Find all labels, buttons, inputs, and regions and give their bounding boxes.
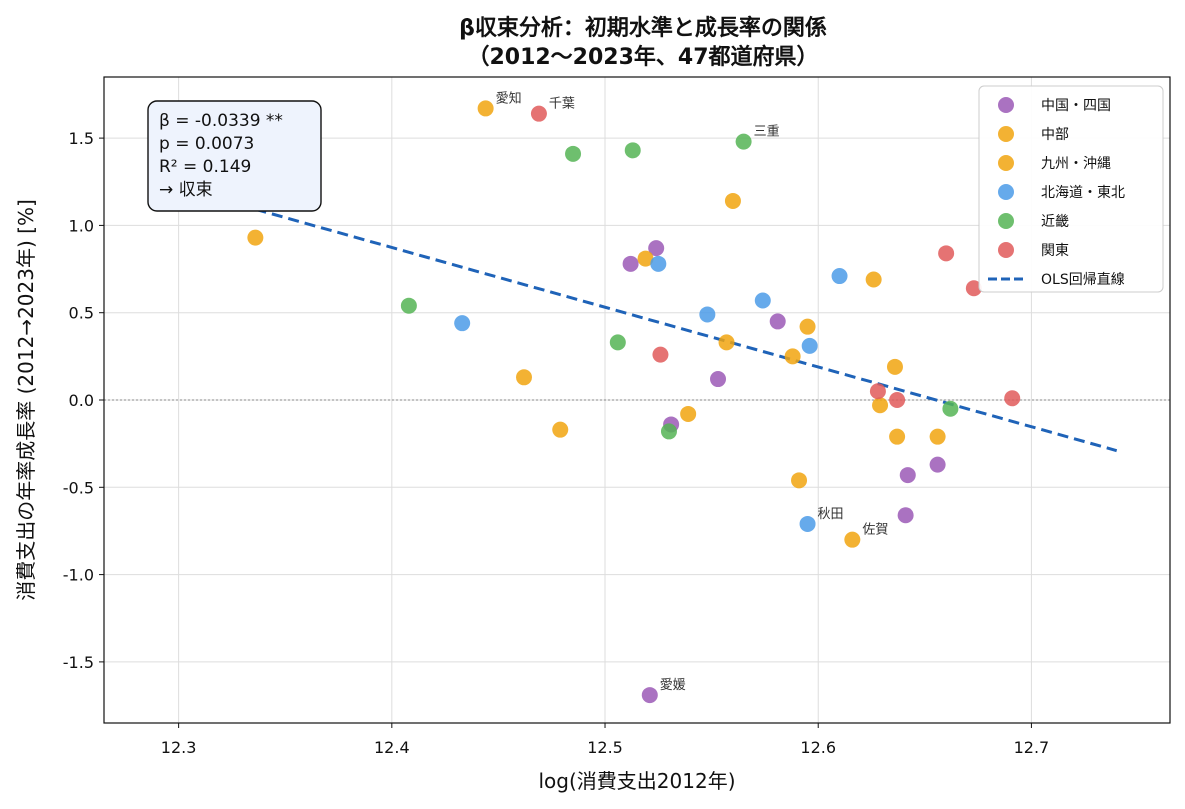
y-tick-label: 1.5 — [69, 129, 94, 148]
points-layer — [247, 100, 1021, 704]
scatter-point — [680, 405, 697, 422]
point-label: 秋田 — [818, 507, 844, 522]
stats-box: β = -0.0339 ** p = 0.0073 R² = 0.149 → 収… — [147, 100, 322, 212]
scatter-point — [799, 318, 816, 335]
y-tick-label: -1.5 — [63, 653, 94, 672]
scatter-point — [869, 383, 886, 400]
scatter-point — [648, 240, 665, 257]
legend-marker — [998, 213, 1014, 229]
x-tick-label: 12.6 — [800, 738, 836, 757]
legend-label: 中部 — [1041, 127, 1069, 143]
scatter-point — [1004, 390, 1021, 407]
y-tick-label: 0.0 — [69, 391, 94, 410]
scatter-point — [735, 133, 752, 150]
scatter-point — [889, 428, 906, 445]
legend-label: 中国・四国 — [1041, 98, 1111, 114]
chart-title-line-2: （2012〜2023年、47都道府県） — [467, 44, 818, 70]
scatter-point — [454, 315, 471, 332]
scatter-point — [609, 334, 626, 351]
scatter-point — [897, 507, 914, 524]
stats-conclusion: → 収束 — [159, 180, 213, 200]
x-tick-label: 12.5 — [587, 738, 623, 757]
scatter-point — [791, 472, 808, 489]
scatter-point — [865, 271, 882, 288]
scatter-point — [477, 100, 494, 117]
scatter-point — [929, 428, 946, 445]
legend-label: 近畿 — [1041, 214, 1069, 230]
scatter-point — [886, 358, 903, 375]
scatter-point — [844, 531, 861, 548]
ols-regression-line — [156, 180, 1118, 453]
x-tick-label: 12.3 — [161, 738, 197, 757]
y-axis-label: 消費支出の年率成長率 (2012→2023年) [%] — [14, 199, 38, 600]
scatter-point — [552, 421, 569, 438]
scatter-point — [724, 192, 741, 209]
point-label: 千葉 — [549, 97, 575, 112]
y-tick-label: 1.0 — [69, 216, 94, 235]
legend-label: OLS回帰直線 — [1041, 271, 1125, 288]
scatter-point — [899, 467, 916, 484]
legend-label: 関東 — [1041, 243, 1069, 259]
scatter-point — [831, 268, 848, 285]
scatter-point — [637, 250, 654, 267]
scatter-point — [565, 145, 582, 162]
legend-marker — [998, 242, 1014, 258]
scatter-point — [530, 105, 547, 122]
point-label: 三重 — [754, 124, 780, 140]
scatter-point — [784, 348, 801, 365]
x-tick-label: 12.7 — [1014, 738, 1050, 757]
scatter-point — [660, 423, 677, 440]
scatter-point — [650, 255, 667, 272]
y-tick-label: 0.5 — [69, 304, 94, 323]
scatter-point — [247, 229, 264, 246]
scatter-point — [710, 371, 727, 388]
y-ticks-layer: -1.5 -1.0 -0.5 0.0 0.5 1.0 1.5 — [63, 129, 104, 672]
point-label: 佐賀 — [862, 523, 888, 538]
scatter-point — [624, 142, 641, 159]
regression-layer — [156, 180, 1118, 453]
scatter-point — [872, 397, 889, 414]
stats-box-frame — [147, 100, 322, 212]
scatter-point — [942, 400, 959, 417]
scatter-point — [769, 313, 786, 330]
scatter-point — [754, 292, 771, 309]
legend-frame — [978, 85, 1164, 293]
scatter-point — [938, 245, 955, 262]
stats-p-value: p = 0.0073 — [159, 134, 254, 154]
scatter-point — [929, 456, 946, 473]
scatter-point — [699, 306, 716, 323]
legend-label: 九州・沖縄 — [1041, 156, 1111, 172]
x-tick-label: 12.4 — [374, 738, 410, 757]
scatter-point — [622, 255, 639, 272]
point-label: 愛媛 — [660, 678, 686, 693]
stats-r-squared: R² = 0.149 — [159, 157, 251, 177]
scatter-point — [889, 392, 906, 408]
x-axis-label: log(消費支出2012年) — [539, 769, 736, 793]
scatter-point — [641, 687, 658, 704]
point-label: 愛知 — [496, 90, 522, 106]
legend-marker — [998, 155, 1014, 171]
scatter-point — [799, 515, 816, 532]
scatter-point — [718, 334, 735, 351]
scatter-point — [652, 346, 669, 363]
y-tick-label: -1.0 — [63, 566, 94, 585]
stats-beta: β = -0.0339 ** — [159, 111, 283, 131]
scatter-point — [400, 297, 417, 314]
scatter-point — [965, 280, 982, 297]
chart-title-line-1: β収束分析：初期水準と成長率の関係 — [459, 15, 827, 41]
x-ticks-layer: 12.3 12.4 12.5 12.6 12.7 — [161, 723, 1049, 757]
scatter-point — [801, 337, 818, 354]
legend-marker — [998, 126, 1014, 142]
legend-marker — [998, 97, 1014, 113]
y-tick-label: -0.5 — [63, 478, 94, 497]
legend-label: 北海道・東北 — [1041, 185, 1125, 201]
scatter-point — [516, 369, 533, 386]
legend-marker — [998, 184, 1014, 200]
